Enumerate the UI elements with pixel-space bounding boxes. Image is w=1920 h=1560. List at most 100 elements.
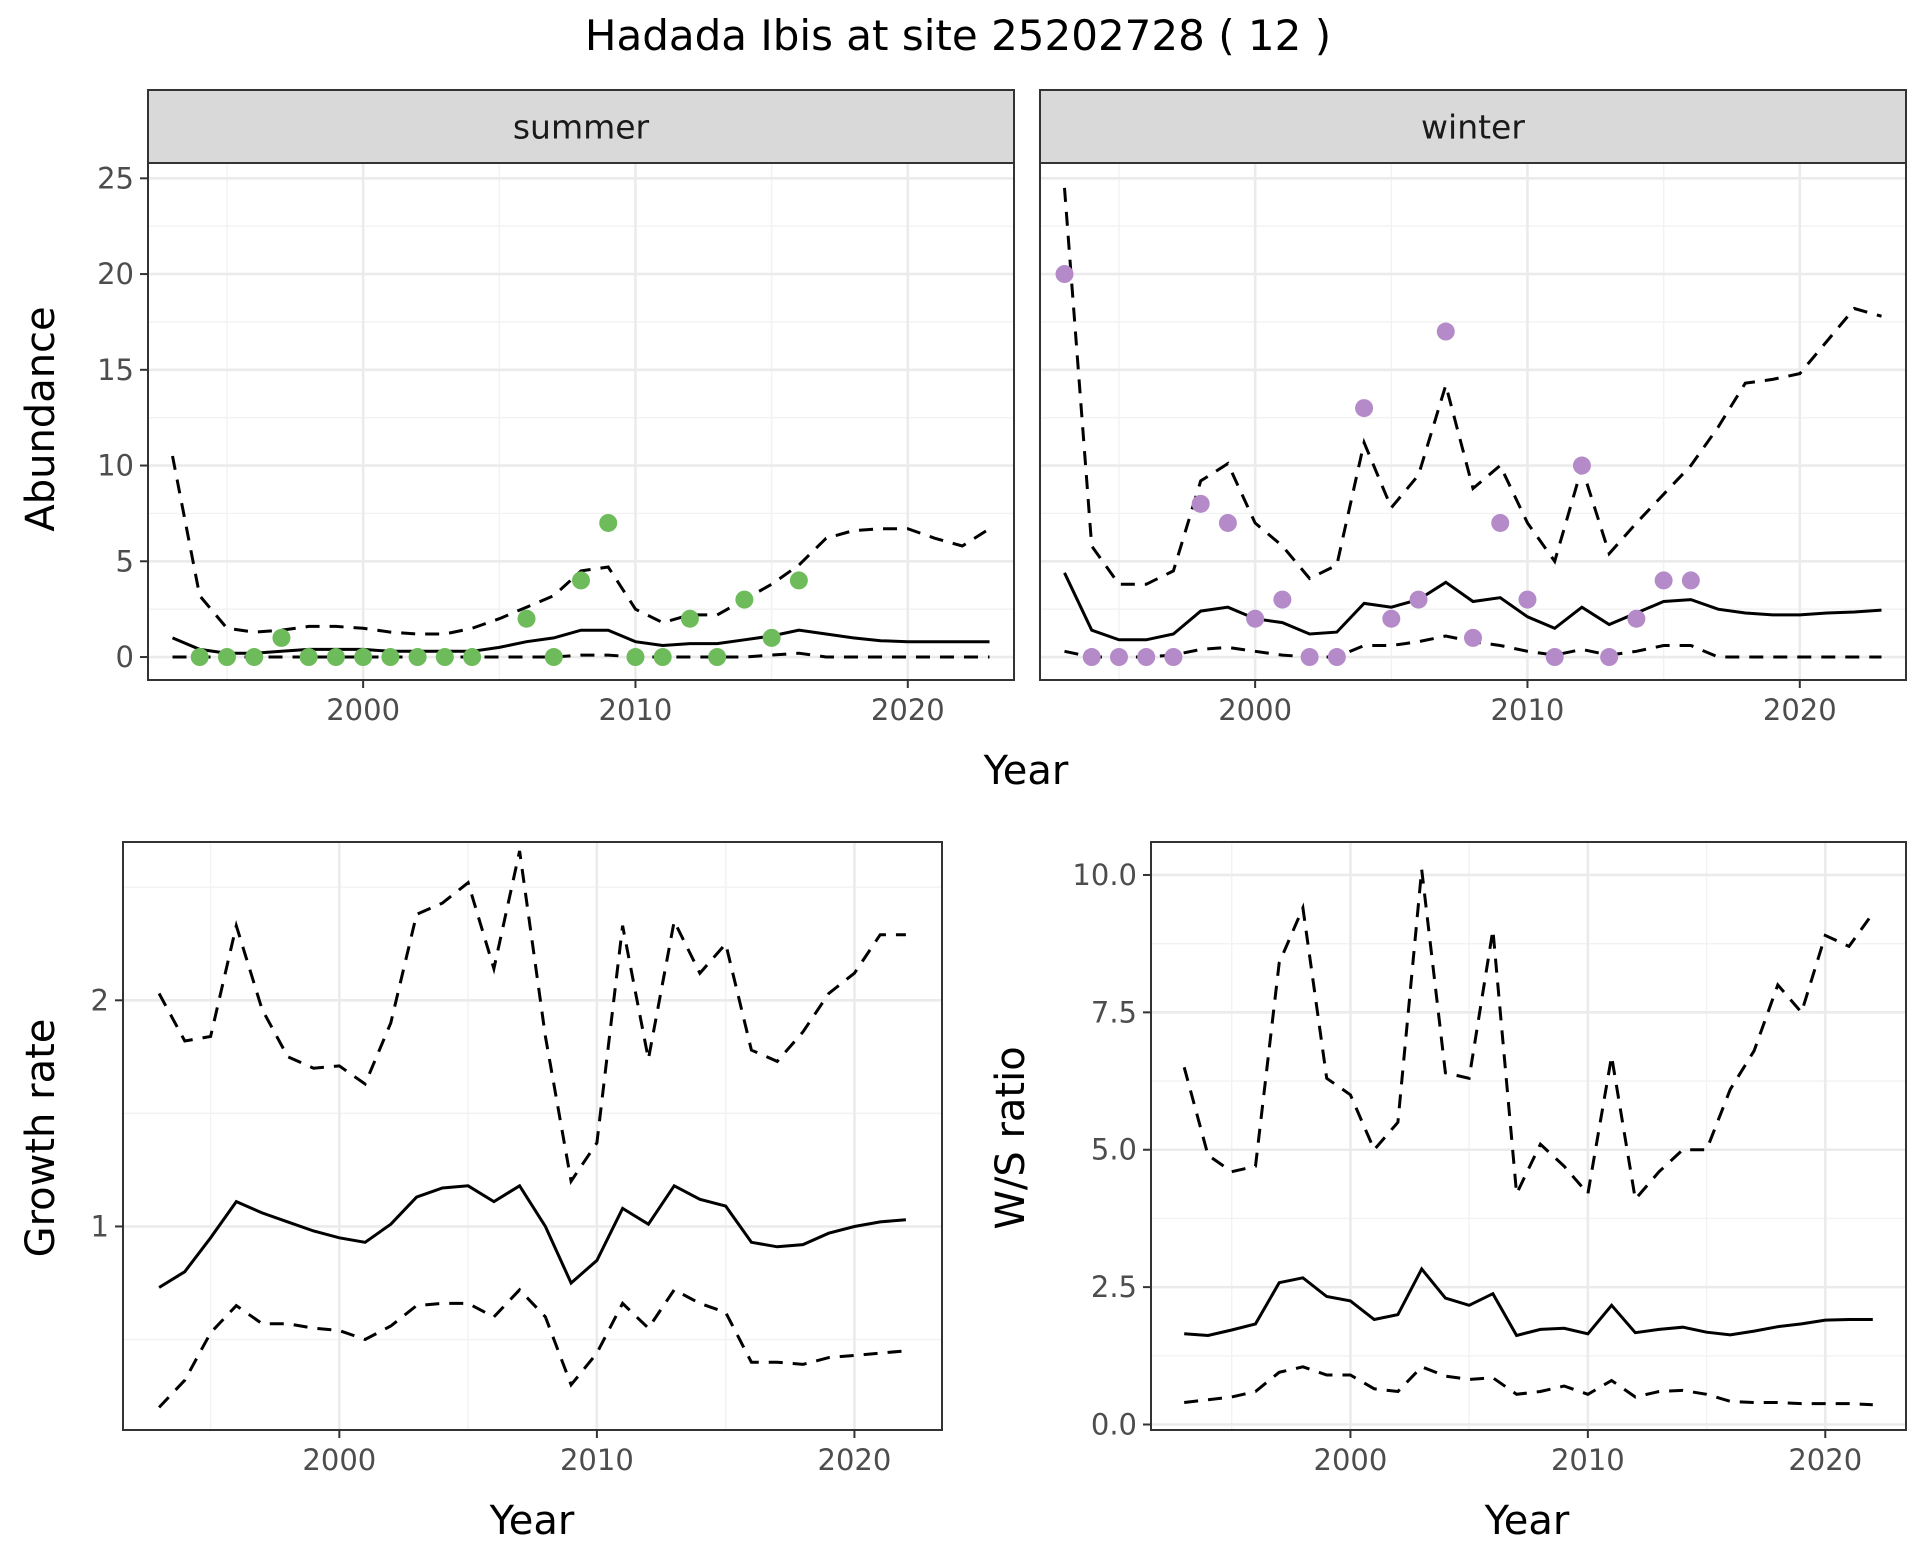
observation-point (1572, 456, 1591, 475)
x-tick-label: 2020 (818, 1443, 892, 1477)
panel-border (122, 841, 943, 1431)
abundance-x-axis-title: Year (983, 748, 1069, 794)
y-tick-label: 2.5 (1091, 1270, 1137, 1304)
y-tick-label: 2 (91, 983, 109, 1017)
plot-background (123, 842, 942, 1430)
observation-point (1055, 265, 1074, 284)
y-tick-label: 15 (97, 353, 134, 387)
observation-point (408, 648, 427, 667)
observation-point (1355, 399, 1374, 418)
lower-series-line (158, 1287, 907, 1409)
observation-point (354, 648, 373, 667)
lower-series-line (172, 651, 990, 659)
plot-background (1040, 163, 1906, 680)
abundance-y-axis-title: Abundance (18, 306, 64, 531)
observation-point (217, 648, 236, 667)
facet-strip (1039, 89, 1907, 164)
growth-rate-y-axis-title: Growth rate (18, 1019, 64, 1258)
observation-point (653, 648, 672, 667)
observation-point (272, 628, 291, 647)
y-tick-label: 7.5 (1091, 995, 1137, 1029)
observation-point (572, 571, 590, 590)
x-tick-label: 2020 (1788, 1443, 1862, 1477)
y-tick-label: 10.0 (1072, 858, 1137, 892)
observation-point (544, 648, 563, 667)
observation-point (381, 648, 400, 667)
x-tick-label: 2020 (871, 693, 945, 727)
observation-point (517, 609, 536, 628)
panel-ws-ratio: 2000 2010 2020 0.0 2.5 5.0 7.5 10.0 (1072, 841, 1907, 1477)
mean-series-line (1184, 1266, 1873, 1338)
observation-point (1273, 590, 1292, 609)
x-tick-label: 2000 (302, 1443, 376, 1477)
observation-point (299, 648, 318, 667)
observation-point (680, 609, 699, 628)
observation-point (1191, 494, 1210, 513)
observation-point (626, 648, 645, 667)
mean-series-line (158, 1183, 907, 1289)
lower-series-line (1184, 1365, 1873, 1407)
observation-point (735, 590, 754, 609)
observation-point (1545, 648, 1564, 667)
x-tick-label: 2020 (1763, 693, 1837, 727)
chart-title: Hadada Ibis at site 25202728 ( 12 ) (585, 11, 1331, 60)
observation-point (326, 648, 345, 667)
x-tick-label: 2010 (1491, 693, 1565, 727)
observation-point (1491, 513, 1510, 532)
observation-point (762, 628, 781, 647)
observation-point (1109, 648, 1128, 667)
x-tick-label: 2000 (1314, 1443, 1388, 1477)
observation-point (1300, 648, 1319, 667)
observation-point (1137, 648, 1156, 667)
y-tick-label: 25 (97, 161, 134, 195)
observation-point (1518, 590, 1537, 609)
facet-strip-label: winter (1421, 108, 1525, 147)
observation-point (245, 648, 264, 667)
facet-strip-label: summer (513, 108, 650, 147)
observation-point (1600, 648, 1619, 667)
ws-ratio-x-axis-title: Year (1484, 1498, 1570, 1544)
observation-point (1409, 590, 1428, 609)
observation-point (1627, 609, 1646, 628)
observation-point (1218, 513, 1237, 532)
y-tick-label: 5 (116, 544, 134, 578)
observation-point (599, 513, 618, 532)
plot-background (1151, 842, 1906, 1430)
observation-point (1464, 628, 1482, 647)
observation-point (1382, 609, 1401, 628)
observation-point (463, 648, 482, 667)
observation-point (190, 648, 209, 667)
observation-point (789, 571, 808, 590)
facet-strip (147, 89, 1015, 164)
x-tick-label: 2000 (1218, 693, 1292, 727)
y-tick-label: 10 (97, 449, 134, 483)
ws-ratio-y-axis-title: W/S ratio (988, 1046, 1034, 1229)
observation-point (1082, 648, 1101, 667)
mean-series-line (1063, 572, 1882, 642)
observation-point (1246, 609, 1265, 628)
observation-point (708, 648, 727, 667)
x-tick-label: 2010 (1551, 1443, 1625, 1477)
observation-point (1164, 648, 1183, 667)
y-tick-label: 0 (116, 640, 134, 674)
y-tick-label: 5.0 (1091, 1133, 1137, 1167)
panel-border (1150, 841, 1907, 1431)
observation-point (1681, 571, 1700, 590)
panel-abundance-winter: winter 2000 2010 2020 (1039, 89, 1907, 727)
x-tick-label: 2010 (560, 1443, 634, 1477)
growth-rate-x-axis-title: Year (489, 1498, 575, 1544)
observation-point (1654, 571, 1673, 590)
upper-series-line (171, 455, 991, 636)
plot-background (148, 163, 1014, 680)
x-tick-label: 2010 (599, 693, 673, 727)
upper-series-line (1063, 187, 1882, 586)
observation-point (435, 648, 454, 667)
panel-growth-rate: 2000 2010 2020 1 2 (91, 841, 943, 1477)
x-tick-label: 2000 (326, 693, 400, 727)
y-tick-label: 1 (91, 1209, 109, 1243)
upper-series-line (157, 850, 906, 1186)
observation-point (1327, 648, 1346, 667)
observation-point (1436, 322, 1455, 341)
panel-abundance-summer: summer 2000 2010 2020 0 5 10 15 20 25 (97, 89, 1015, 727)
